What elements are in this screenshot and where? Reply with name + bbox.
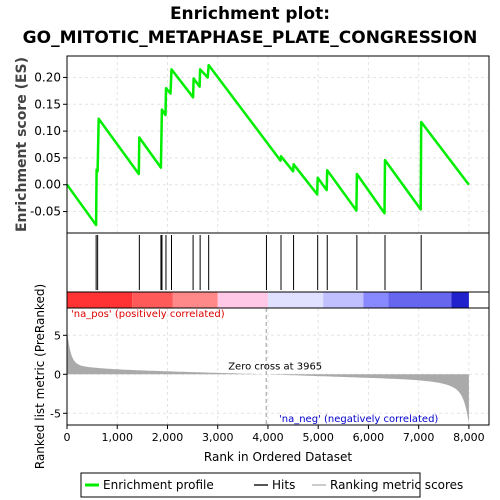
xtick-label-3: 3,000: [202, 431, 234, 444]
es-ytick-label-5: 0.20: [34, 70, 61, 84]
enrichment-profile-line: [65, 63, 470, 227]
colorbar-panel: [66, 291, 490, 309]
xtick-label-2: 2,000: [152, 431, 184, 444]
colorbar-segment-3: [217, 292, 268, 308]
chart-title-line2: GO_MITOTIC_METAPHASE_PLATE_CONGRESSION: [22, 28, 478, 48]
colorbar-segment-1: [132, 292, 173, 308]
es-ytick-label-0: -0.05: [30, 205, 61, 219]
es-ytick-label-4: 0.15: [34, 97, 61, 111]
x-axis-label: Rank in Ordered Dataset: [204, 450, 352, 464]
rank-frame: [66, 307, 490, 426]
hits-frame: [66, 232, 490, 293]
colorbar-segment-0: [67, 292, 133, 308]
neg-correlated-label: 'na_neg' (negatively correlated): [279, 414, 438, 425]
xtick-label-8: 8,000: [453, 431, 485, 444]
es-ytick-label-1: 0.00: [34, 178, 61, 192]
es-panel: -0.05 0.00 0.05 0.10 0.15 0.20 Enrichment scor…: [14, 55, 490, 234]
xtick-label-1: 1,000: [101, 431, 133, 444]
xtick-label-5: 5,000: [302, 431, 334, 444]
es-plot-area: [67, 56, 489, 233]
xtick-label-4: 4,000: [252, 431, 284, 444]
xtick-label-7: 7,000: [403, 431, 435, 444]
colorbar-segment-8: [451, 292, 469, 308]
colorbar-segment-2: [172, 292, 218, 308]
chart-title-line1: Enrichment plot:: [169, 4, 331, 24]
legend-label-0: Enrichment profile: [103, 478, 214, 492]
hits-panel: [66, 232, 490, 293]
zero-cross-label: Zero cross at 3965: [228, 361, 322, 372]
legend: Enrichment profile Hits Ranking metric sco…: [80, 472, 463, 498]
colorbar-segment-7: [388, 292, 452, 308]
x-axis: 0 1,000 2,000 3,000 4,000 5,000 6,000 7,000 8,00…: [64, 425, 485, 464]
es-ytick-label-3: 0.10: [34, 124, 61, 138]
colorbar-segment-5: [323, 292, 364, 308]
colorbar-segment-6: [363, 292, 389, 308]
colorbar-segment-4: [267, 292, 324, 308]
rank-ytick-label-2: 5: [54, 329, 61, 342]
rank-ytick-label-1: 0: [54, 368, 61, 381]
legend-label-1: Hits: [272, 478, 295, 492]
pos-correlated-label: 'na_pos' (positively correlated): [71, 309, 225, 320]
legend-label-2: Ranking metric scores: [330, 478, 463, 492]
es-ytick-label-2: 0.05: [34, 151, 61, 165]
xtick-label-6: 6,000: [353, 431, 385, 444]
xtick-label-0: 0: [64, 431, 71, 444]
es-ylabel: Enrichment score (ES): [14, 57, 30, 232]
rank-ytick-label-0: -5: [50, 407, 61, 420]
rank-ylabel: Ranked list metric (PreRanked): [33, 284, 47, 469]
ranked-metric-area: [67, 329, 469, 424]
legend-box: [80, 472, 421, 498]
